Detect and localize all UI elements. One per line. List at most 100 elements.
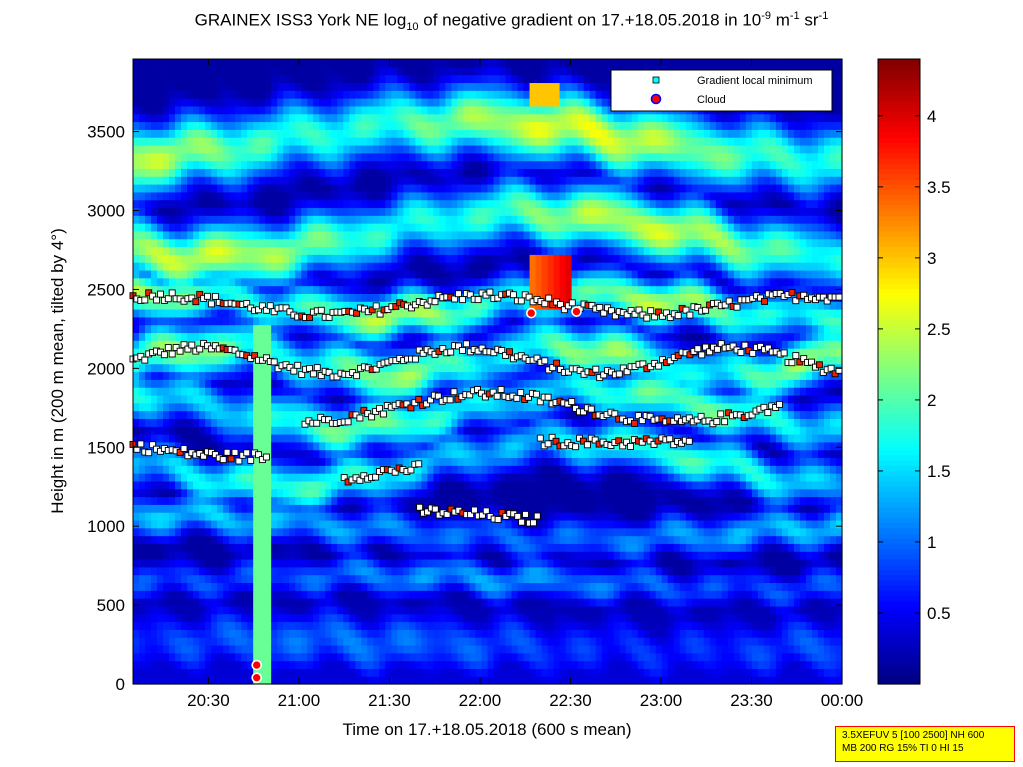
heatmap-cell	[157, 246, 164, 255]
heatmap-cell	[229, 277, 236, 287]
heatmap-cell	[307, 637, 314, 646]
heatmap-cell	[247, 387, 254, 396]
heatmap-cell	[235, 285, 242, 294]
heatmap-cell	[235, 262, 242, 271]
heatmap-cell	[283, 387, 290, 396]
heatmap-cell	[295, 402, 302, 412]
heatmap-cell	[445, 277, 453, 287]
heatmap-cell	[241, 59, 248, 68]
heatmap-cell	[433, 285, 441, 294]
heatmap-cell	[433, 269, 441, 279]
heatmap-cell	[415, 144, 423, 154]
heatmap-cell	[241, 441, 248, 451]
heatmap-cell	[481, 629, 489, 638]
heatmap-cell	[289, 629, 296, 638]
heatmap-cell	[385, 285, 392, 294]
heatmap-cell	[253, 598, 260, 607]
heatmap-cell	[331, 559, 338, 568]
heatmap-cell	[373, 309, 380, 318]
heatmap-cell	[487, 379, 495, 388]
heatmap-cell	[331, 254, 338, 263]
heatmap-cell	[211, 605, 218, 615]
heatmap-cell	[385, 340, 392, 349]
heatmap-cell	[445, 74, 453, 84]
heatmap-cell	[157, 402, 164, 412]
heatmap-cell	[247, 566, 254, 576]
heatmap-cell	[289, 402, 296, 412]
heatmap-cell	[241, 480, 248, 490]
heatmap-cell	[445, 488, 453, 498]
heatmap-cell	[469, 144, 477, 154]
heatmap-cell	[265, 441, 272, 451]
heatmap-cell	[157, 355, 164, 365]
heatmap-cell	[439, 215, 447, 224]
heatmap-cell	[409, 246, 416, 255]
heatmap-cell	[499, 527, 507, 537]
heatmap-cell	[217, 293, 224, 302]
heatmap-cell	[373, 129, 380, 138]
heatmap-cell	[157, 582, 164, 591]
heatmap-cell	[217, 676, 224, 685]
heatmap-cell	[463, 223, 471, 232]
heatmap-cell	[253, 74, 260, 84]
heatmap-cell	[265, 434, 272, 443]
heatmap-cell	[193, 621, 200, 630]
heatmap-cell	[157, 473, 164, 482]
heatmap-cell	[325, 394, 332, 404]
heatmap-cell	[355, 129, 362, 138]
heatmap-cell	[403, 629, 410, 638]
heatmap-cell	[385, 363, 392, 373]
heatmap-cell	[247, 582, 254, 591]
heatmap-cell	[403, 426, 410, 435]
heatmap-cell	[175, 613, 182, 623]
heatmap-cell	[427, 488, 435, 498]
heatmap-cell	[451, 426, 459, 435]
heatmap-cell	[499, 605, 507, 615]
heatmap-cell	[397, 480, 404, 490]
heatmap-cell	[421, 215, 429, 224]
heatmap-cell	[445, 269, 453, 279]
heatmap-cell	[193, 238, 200, 248]
heatmap-cell	[433, 223, 441, 232]
heatmap-cell	[211, 309, 218, 318]
heatmap-cell	[367, 488, 374, 498]
heatmap-cell	[277, 316, 284, 326]
heatmap-cell	[265, 363, 272, 373]
heatmap-cell	[247, 465, 254, 474]
heatmap-cell	[331, 457, 338, 466]
heatmap-cell	[331, 379, 338, 388]
heatmap-cell	[421, 644, 429, 654]
heatmap-cell	[175, 559, 182, 568]
heatmap-cell	[235, 434, 242, 443]
heatmap-cell	[391, 293, 398, 302]
heatmap-cell	[133, 340, 140, 349]
heatmap-cell	[421, 621, 429, 630]
heatmap-cell	[439, 74, 447, 84]
heatmap-cell	[493, 246, 501, 255]
heatmap-cell	[325, 98, 332, 107]
heatmap-cell	[463, 332, 471, 341]
heatmap-cell	[385, 473, 392, 482]
heatmap-cell	[205, 457, 212, 466]
heatmap-cell	[337, 223, 344, 232]
heatmap-cell	[139, 168, 146, 177]
heatmap-cell	[475, 410, 483, 419]
heatmap-cell	[421, 59, 429, 68]
heatmap-cell	[235, 504, 242, 513]
heatmap-cell	[349, 340, 356, 349]
heatmap-cell	[397, 113, 404, 123]
heatmap-cell	[499, 543, 507, 552]
heatmap-cell	[163, 59, 170, 68]
heatmap-cell	[193, 637, 200, 646]
heatmap-cell	[493, 254, 501, 263]
heatmap-cell	[385, 590, 392, 599]
heatmap-cell	[361, 238, 368, 248]
heatmap-cell	[415, 246, 423, 255]
heatmap-cell	[289, 488, 296, 498]
heatmap-cell	[385, 207, 392, 216]
heatmap-cell	[187, 543, 194, 552]
heatmap-cell	[133, 449, 140, 459]
heatmap-cell	[277, 176, 284, 185]
heatmap-cell	[223, 324, 230, 334]
heatmap-cell	[319, 449, 326, 459]
